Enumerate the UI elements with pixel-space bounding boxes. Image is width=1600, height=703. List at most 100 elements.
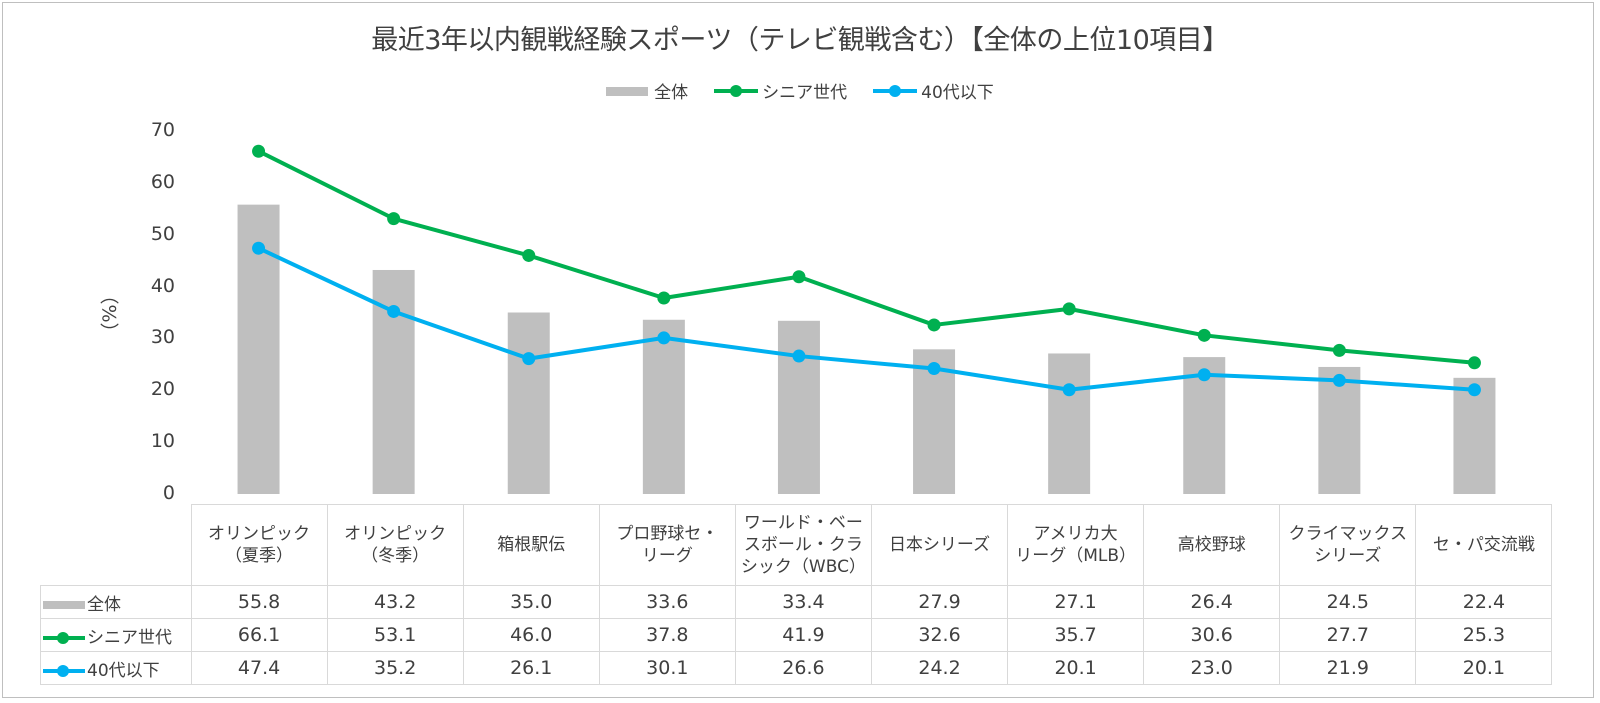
- category-label-line: プロ野球セ・: [616, 524, 719, 544]
- bar-all: [507, 312, 550, 494]
- point-senior: [657, 291, 671, 305]
- data-value-cell: 37.8: [598, 618, 736, 652]
- data-value-cell: 35.2: [326, 651, 464, 685]
- chart-title: 最近3年以内観戦経験スポーツ（テレビ観戦含む）【全体の上位10項目】: [371, 25, 1229, 56]
- category-label-line: （冬季）: [361, 546, 430, 566]
- bar-all: [1453, 377, 1496, 494]
- data-value-cell: 27.9: [870, 585, 1009, 619]
- x-category-label: セ・パ交流戦: [1415, 504, 1553, 586]
- row-series-name: 全体: [87, 594, 121, 615]
- bar-all: [1318, 366, 1361, 494]
- point-under40: [927, 362, 941, 376]
- point-under40: [792, 349, 806, 363]
- data-value-cell: 46.0: [462, 618, 600, 652]
- x-category-label: 箱根駅伝: [462, 504, 600, 586]
- y-tick-label: 10: [150, 430, 175, 453]
- point-under40: [387, 304, 401, 318]
- category-label-line: ワールド・ベー: [743, 513, 863, 533]
- y-tick-label: 40: [150, 274, 175, 297]
- point-senior: [522, 248, 536, 262]
- data-value-cell: 33.4: [734, 585, 872, 619]
- legend-line-swatch: [43, 664, 85, 677]
- data-value-cell: 26.1: [462, 651, 600, 685]
- point-senior: [927, 318, 941, 332]
- legend-label: 40代以下: [921, 83, 994, 103]
- y-tick-label: 20: [150, 378, 175, 401]
- point-under40: [252, 241, 266, 255]
- x-category-label: オリンピック （冬季）: [326, 504, 464, 586]
- data-value-cell: 43.2: [326, 585, 464, 619]
- point-under40: [1197, 368, 1211, 382]
- data-value-cell: 53.1: [326, 618, 464, 652]
- legend-line-swatch: [43, 631, 85, 644]
- point-under40: [1062, 383, 1076, 397]
- row-legend-label: シニア世代: [40, 618, 192, 652]
- data-value-cell: 21.9: [1279, 651, 1417, 685]
- point-senior: [792, 270, 806, 284]
- category-label-line: セ・パ交流戦: [1432, 535, 1535, 555]
- bar-all: [642, 319, 685, 494]
- category-label-line: クライマックス: [1288, 524, 1408, 544]
- point-under40: [1467, 383, 1481, 397]
- y-tick-label: 30: [150, 326, 175, 349]
- data-value-cell: 26.6: [734, 651, 872, 685]
- category-label-line: （夏季）: [225, 546, 294, 566]
- x-category-label: 日本シリーズ: [870, 504, 1009, 586]
- data-value-cell: 27.1: [1007, 585, 1145, 619]
- x-category-label: オリンピック （夏季）: [190, 504, 328, 586]
- x-category-label: アメリカ大 リーグ（MLB）: [1007, 504, 1145, 586]
- data-value-cell: 35.0: [462, 585, 600, 619]
- data-value-cell: 26.4: [1143, 585, 1281, 619]
- legend-bar-swatch: [606, 86, 649, 96]
- category-label-line: シリーズ: [1314, 546, 1382, 566]
- point-senior: [387, 212, 401, 226]
- legend-bar-swatch: [43, 600, 85, 609]
- bar-all: [777, 320, 820, 494]
- table-row: 40代以下 47.4 35.2 26.1 30.1 26.6 24.2 20.1 23.0 21.…: [40, 651, 1553, 685]
- table-row: 全体 55.8 43.2 35.0 33.6 33.4 27.9 27.1 26.4 24.5 22…: [40, 585, 1553, 619]
- category-label-line: 高校野球: [1177, 535, 1246, 555]
- x-category-label: ワールド・ベー スボール・クラ シック（WBC）: [734, 504, 872, 586]
- legend-line-swatch: [873, 84, 918, 97]
- line-under40: [257, 246, 1475, 392]
- point-senior: [1467, 356, 1481, 370]
- legend-item-all: 全体: [606, 78, 688, 103]
- row-series-name: シニア世代: [87, 627, 172, 648]
- data-value-cell: 22.4: [1415, 585, 1553, 619]
- category-label-line: リーグ（MLB）: [1015, 546, 1137, 566]
- category-label-line: オリンピック: [208, 524, 311, 544]
- data-value-cell: 23.0: [1143, 651, 1281, 685]
- data-value-cell: 47.4: [190, 651, 328, 685]
- data-value-cell: 32.6: [870, 618, 1009, 652]
- data-table: オリンピック （夏季） オリンピック （冬季） 箱根駅伝 プロ野球セ・ リーグ ワールド・ベー…: [40, 504, 1553, 685]
- data-value-cell: 20.1: [1415, 651, 1553, 685]
- point-senior: [1197, 328, 1211, 342]
- data-value-cell: 35.7: [1007, 618, 1145, 652]
- point-senior: [252, 144, 266, 158]
- data-value-cell: 25.3: [1415, 618, 1553, 652]
- data-value-cell: 30.6: [1143, 618, 1281, 652]
- legend-line-swatch: [714, 84, 759, 97]
- point-senior: [1062, 302, 1076, 316]
- line-senior: [257, 149, 1475, 365]
- x-category-label: クライマックス シリーズ: [1279, 504, 1417, 586]
- data-value-cell: 33.6: [598, 585, 736, 619]
- table-header-row: オリンピック （夏季） オリンピック （冬季） 箱根駅伝 プロ野球セ・ リーグ ワールド・ベー…: [41, 504, 1553, 586]
- data-value-cell: 66.1: [190, 618, 328, 652]
- category-label-line: アメリカ大: [1033, 524, 1118, 544]
- bar-all: [1048, 353, 1091, 494]
- data-value-cell: 27.7: [1279, 618, 1417, 652]
- table-corner: [41, 505, 192, 586]
- y-tick-label: 0: [162, 482, 175, 504]
- category-label-line: 日本シリーズ: [888, 535, 991, 555]
- y-tick-label: 50: [150, 222, 175, 245]
- point-under40: [657, 331, 671, 345]
- point-under40: [1332, 373, 1346, 387]
- x-category-label: 高校野球: [1143, 504, 1281, 586]
- category-label-line: 箱根駅伝: [497, 535, 566, 555]
- category-label-line: リーグ: [641, 546, 693, 566]
- point-senior: [1332, 343, 1346, 357]
- row-legend-label: 40代以下: [40, 651, 192, 685]
